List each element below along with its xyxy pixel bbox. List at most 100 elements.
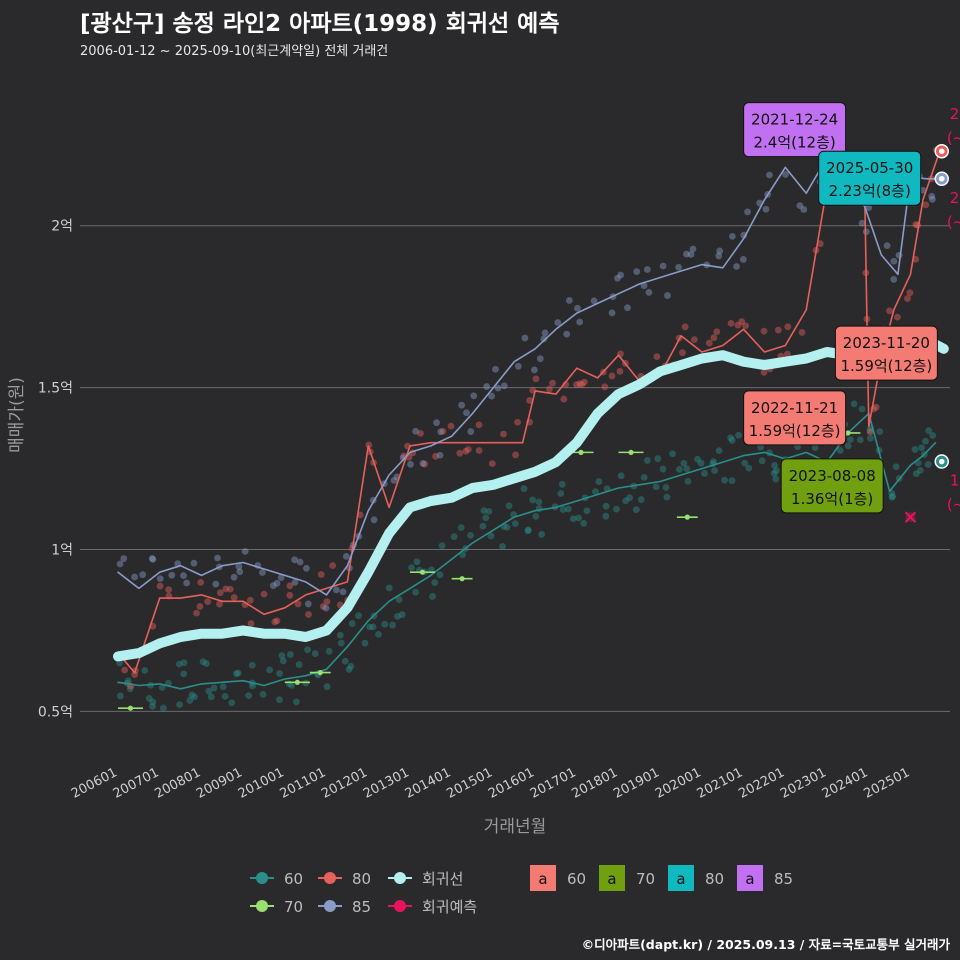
scatter-point-60 <box>772 475 780 483</box>
x-tick-label: 200801 <box>152 765 203 802</box>
scatter-point-85 <box>890 276 898 283</box>
scatter-point-85 <box>500 382 508 390</box>
scatter-point-85 <box>728 232 736 240</box>
scatter-point-60 <box>511 520 519 527</box>
scatter-point-60 <box>436 571 444 579</box>
scatter-point-60 <box>202 660 210 668</box>
scatter-point-60 <box>408 564 415 572</box>
legend-box-label: 60 <box>567 870 586 888</box>
scatter-point-85 <box>530 366 538 374</box>
scatter-point-60 <box>395 596 403 603</box>
scatter-point-60 <box>149 698 157 706</box>
annotation-price: 1.36억(1층) <box>791 490 873 508</box>
scatter-point-85 <box>342 552 350 560</box>
scatter-point-80 <box>738 318 746 325</box>
scatter-point-60 <box>381 620 389 628</box>
scatter-point-85 <box>617 271 625 279</box>
scatter-point-85 <box>715 252 723 260</box>
scatter-point-85 <box>492 365 499 373</box>
legend-dot <box>324 872 336 884</box>
scatter-point-85 <box>494 384 502 392</box>
grid-lines <box>80 225 950 712</box>
x-tick-label: 202501 <box>861 765 912 802</box>
end-label-value: 22,300 <box>950 105 960 123</box>
scatter-point-60 <box>715 447 723 455</box>
scatter-point-85 <box>733 263 740 270</box>
scatter-point-60 <box>701 470 708 477</box>
legend-label: 85 <box>352 898 371 916</box>
scatter-point-60 <box>532 512 540 520</box>
legend: 60 80 회귀선 70 85 회귀예측 a 60 a 70 a 80 a 85 <box>250 865 793 916</box>
scatter-point-80 <box>816 240 824 248</box>
scatter-point-60 <box>413 558 421 566</box>
scatter-point-80 <box>197 578 205 586</box>
scatter-point-85 <box>291 556 299 564</box>
scatter-point-60 <box>918 444 926 452</box>
scatter-point-60 <box>259 690 267 698</box>
scatter-point-60 <box>276 670 283 677</box>
legend-box-label: 70 <box>636 870 655 888</box>
scatter-point-85 <box>883 242 891 250</box>
scatter-point-60 <box>245 692 253 699</box>
scatter-point-60 <box>654 455 662 463</box>
scatter-point-85 <box>765 171 773 179</box>
scatter-point-80 <box>549 379 556 387</box>
end-marker-core <box>938 458 945 465</box>
scatter-point-60 <box>772 467 780 475</box>
scatter-point-80 <box>247 620 255 627</box>
scatter-point-85 <box>782 171 789 178</box>
scatter-point-80 <box>432 452 439 460</box>
scatter-point-85 <box>640 282 648 290</box>
series-point-70 <box>419 569 426 575</box>
scatter-point-60 <box>505 502 513 510</box>
x-axis-label: 거래년월 <box>484 817 547 837</box>
scatter-point-60 <box>569 515 577 523</box>
scatter-point-80 <box>893 313 901 321</box>
scatter-point-60 <box>336 631 344 639</box>
scatter-point-80 <box>165 586 173 594</box>
scatter-point-80 <box>121 666 129 674</box>
scatter-point-60 <box>304 646 311 654</box>
scatter-point-85 <box>514 362 522 370</box>
scatter-point-60 <box>369 623 377 631</box>
x-tick-label: 202001 <box>653 765 704 802</box>
scatter-point-60 <box>858 405 866 413</box>
scatter-point-60 <box>892 463 900 471</box>
scatter-point-85 <box>116 560 124 568</box>
scatter-point-85 <box>624 304 631 312</box>
scatter-point-80 <box>562 381 570 388</box>
scatter-point-60 <box>771 462 778 469</box>
x-tick-label: 201901 <box>611 765 662 802</box>
series-point-70 <box>628 449 634 455</box>
series-point-70 <box>294 679 300 685</box>
legend-box <box>530 865 556 891</box>
annotation-box <box>818 150 922 206</box>
scatter-point-85 <box>214 554 221 562</box>
x-axis-ticks: 2006012007012008012009012010012011012012… <box>69 765 912 802</box>
scatter-point-85 <box>156 575 164 582</box>
scatter-point-60 <box>159 704 167 712</box>
scatter-point-60 <box>210 684 218 692</box>
x-tick-label: 201801 <box>570 765 621 802</box>
scatter-point-60 <box>288 681 295 689</box>
scatter-point-85 <box>541 329 549 337</box>
scatter-point-85 <box>230 573 238 581</box>
scatter-point-60 <box>575 514 582 522</box>
scatter-point-80 <box>608 372 616 380</box>
end-label-value: 12,717 <box>950 472 960 490</box>
scatter-point-80 <box>260 590 268 598</box>
x-tick-label: 202301 <box>778 765 829 802</box>
scatter-point-80 <box>734 321 742 329</box>
scatter-point-85 <box>180 572 187 580</box>
scatter-point-80 <box>760 327 768 335</box>
annotation-price: 1.59억(12층) <box>749 422 841 440</box>
annotation-date: 2021-12-24 <box>751 111 838 129</box>
scatter-point-85 <box>148 554 156 562</box>
scatter-point-80 <box>204 598 212 605</box>
scatter-point-60 <box>221 692 229 700</box>
annotation-box <box>743 102 847 158</box>
scatter-point-60 <box>345 665 353 673</box>
scatter-point-80 <box>576 380 584 388</box>
credit-text: ©디아파트(dapt.kr) / 2025.09.13 / 자료=국토교통부 실… <box>581 937 950 952</box>
